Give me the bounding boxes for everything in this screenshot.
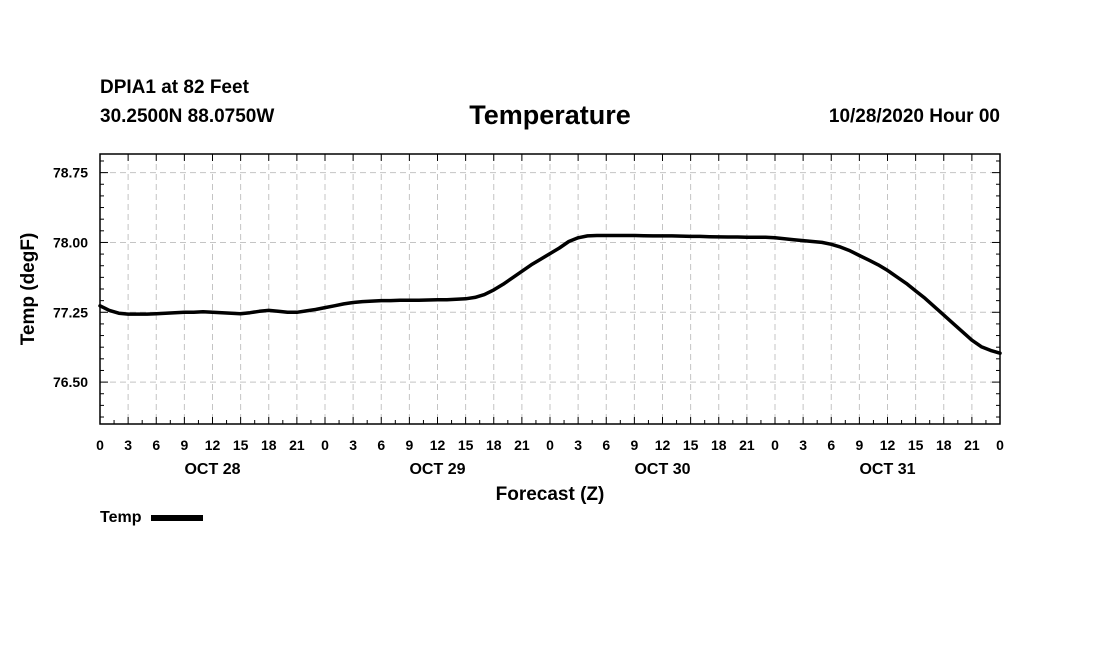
x-tick-label: 3 [574,437,582,453]
x-tick-label: 12 [430,437,446,453]
legend: Temp [100,509,204,527]
x-tick-label: 6 [602,437,610,453]
x-tick-label: 21 [964,437,980,453]
x-axis-label: Forecast (Z) [496,484,605,505]
x-tick-label: 6 [152,437,160,453]
y-axis: 76.50 77.25 78.00 78.75 [53,160,1000,418]
y-tick-label: 77.25 [53,304,88,320]
x-tick-label: 15 [908,437,924,453]
y-tick-label: 78.75 [53,165,88,181]
x-axis: 0 3 6 9 12 15 18 21 0 3 6 9 12 15 18 21 0 3 6 9 12 15 18 21 0 3 6 9… [96,154,1004,478]
x-tick-label: 9 [180,437,188,453]
x-tick-label: 18 [936,437,952,453]
station-label: DPIA1 at 82 Feet [100,77,249,98]
x-tick-label: 18 [486,437,502,453]
x-tick-label: 0 [996,437,1004,453]
x-tick-label: 12 [655,437,671,453]
day-label: OCT 31 [859,461,915,478]
x-tick-label: 6 [827,437,835,453]
x-tick-label: 12 [880,437,896,453]
issue-time-label: 10/28/2020 Hour 00 [828,106,1000,127]
legend-label: Temp [100,509,142,526]
day-label: OCT 29 [409,461,465,478]
x-tick-label: 18 [711,437,727,453]
x-tick-label: 3 [799,437,807,453]
x-tick-label: 0 [771,437,779,453]
x-tick-label: 9 [855,437,863,453]
x-tick-label: 18 [261,437,277,453]
x-tick-label: 6 [377,437,385,453]
day-label: OCT 28 [184,461,240,478]
x-tick-label: 9 [405,437,413,453]
x-tick-label: 21 [289,437,305,453]
x-tick-label: 21 [514,437,530,453]
x-tick-label: 0 [96,437,104,453]
y-tick-label: 78.00 [53,234,88,250]
x-tick-label: 3 [349,437,357,453]
x-tick-label: 15 [683,437,699,453]
x-tick-label: 0 [321,437,329,453]
day-label: OCT 30 [634,461,690,478]
x-tick-label: 21 [739,437,755,453]
x-tick-label: 9 [630,437,638,453]
x-tick-label: 0 [546,437,554,453]
x-tick-label: 15 [233,437,249,453]
temp-series-line [98,233,1002,355]
y-tick-label: 76.50 [53,374,88,390]
chart-title: Temperature [469,100,631,130]
x-tick-label: 15 [458,437,474,453]
x-tick-label: 12 [205,437,221,453]
coordinates-label: 30.2500N 88.0750W [100,106,275,127]
x-tick-label: 3 [124,437,132,453]
grid [100,154,1000,424]
y-axis-label: Temp (degF) [18,233,39,346]
legend-line-swatch [151,515,204,521]
